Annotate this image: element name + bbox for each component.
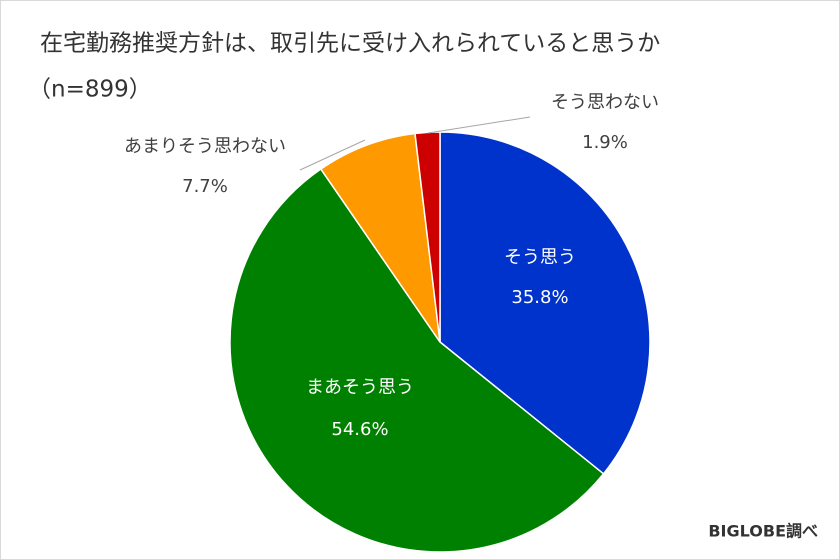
leader-line xyxy=(427,116,531,134)
pie-slice xyxy=(319,132,441,343)
value-label: 1.9% xyxy=(582,132,628,153)
value-label: 7.7% xyxy=(182,176,228,197)
slice-label: あまりそう思わない xyxy=(124,136,286,157)
value-label: 54.6% xyxy=(331,419,388,440)
source-note: BIGLOBE調べ xyxy=(708,522,818,541)
slice-label: まあそう思う xyxy=(306,377,414,398)
pie-slice xyxy=(439,131,651,475)
slice-label: そう思わない xyxy=(551,92,659,113)
pie-slice xyxy=(229,168,605,553)
value-label: 35.8% xyxy=(511,287,568,308)
chart-subtitle: （n=899） xyxy=(28,77,152,103)
pie-slice xyxy=(414,131,441,343)
chart-title: 在宅勤務推奨方針は、取引先に受け入れられていると思うか xyxy=(40,31,660,57)
slice-label: そう思う xyxy=(504,247,576,268)
leader-line xyxy=(299,139,366,171)
